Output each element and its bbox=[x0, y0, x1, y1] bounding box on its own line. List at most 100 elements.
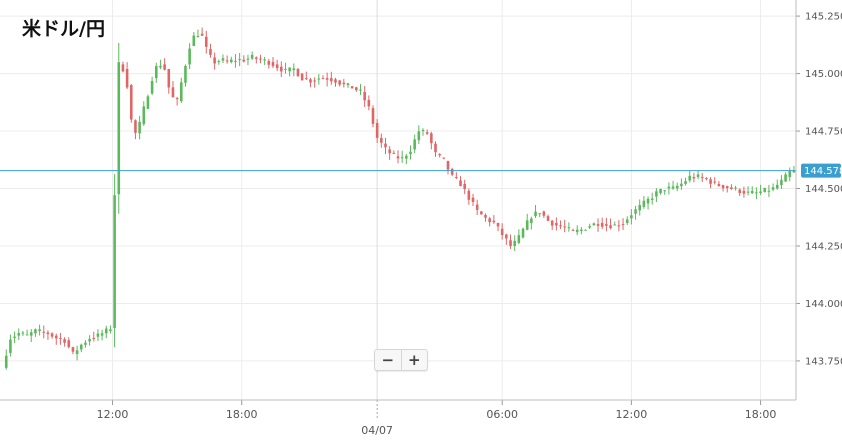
candle-body bbox=[267, 60, 271, 65]
candle-body bbox=[292, 68, 296, 71]
candle-body bbox=[450, 168, 454, 175]
candle-body bbox=[396, 156, 400, 159]
candle-body bbox=[617, 225, 621, 227]
y-tick-label: 145.000 bbox=[805, 69, 842, 80]
candle-body bbox=[350, 86, 354, 89]
candle-body bbox=[238, 59, 241, 61]
candle-body bbox=[54, 335, 58, 339]
candle-body bbox=[271, 62, 275, 67]
candle-body bbox=[705, 178, 708, 180]
candle-body bbox=[167, 68, 171, 88]
candle-body bbox=[680, 183, 683, 187]
candle-body bbox=[375, 122, 379, 138]
candle-body bbox=[29, 332, 33, 336]
candle-body bbox=[142, 106, 146, 125]
candle-body bbox=[588, 226, 591, 228]
candle-body bbox=[17, 333, 21, 336]
candle-body bbox=[100, 333, 104, 336]
candle-body bbox=[363, 91, 366, 101]
candle-body bbox=[159, 65, 162, 68]
candle-body bbox=[400, 157, 404, 159]
candle-body bbox=[613, 224, 617, 226]
candle-body bbox=[230, 59, 233, 63]
candle-body bbox=[209, 49, 212, 55]
zoom-in-button[interactable]: + bbox=[400, 350, 428, 370]
candle-body bbox=[325, 78, 329, 80]
last-price-label: 144.578 bbox=[804, 166, 842, 177]
candle-body bbox=[171, 87, 175, 98]
candle-body bbox=[475, 204, 479, 210]
candle-body bbox=[455, 177, 458, 179]
candle-body bbox=[530, 218, 533, 223]
last-price-tag-bg bbox=[801, 163, 841, 178]
candle-body bbox=[759, 191, 762, 194]
x-tick-label: 12:00 bbox=[97, 408, 129, 421]
last-price-tag: 144.578 bbox=[801, 163, 842, 178]
candle-body bbox=[296, 68, 300, 77]
candle-body bbox=[259, 58, 262, 60]
y-tick-label: 145.250 bbox=[805, 12, 842, 23]
candle-body bbox=[492, 220, 496, 223]
candle-body bbox=[567, 227, 571, 229]
candle-body bbox=[255, 57, 258, 59]
candle-body bbox=[75, 350, 79, 355]
candle-body bbox=[150, 81, 154, 94]
last-price-line: 144.578 bbox=[0, 163, 842, 178]
zoom-out-button[interactable]: − bbox=[375, 350, 401, 370]
date-label: 04/07 bbox=[361, 424, 393, 437]
candle-body bbox=[767, 190, 771, 192]
candle-body bbox=[734, 187, 737, 189]
candle-body bbox=[525, 220, 529, 230]
candle-body bbox=[284, 68, 287, 70]
zoom-controls: − + bbox=[374, 349, 428, 371]
candle-body bbox=[213, 57, 216, 64]
candle-body bbox=[9, 339, 12, 353]
candle-body bbox=[463, 183, 466, 190]
candle-body bbox=[42, 331, 46, 333]
candle-body bbox=[409, 151, 412, 155]
candle-body bbox=[21, 332, 25, 334]
candle-body bbox=[688, 175, 692, 181]
candle-body bbox=[784, 174, 787, 182]
candle-body bbox=[517, 235, 521, 243]
candle-body bbox=[129, 85, 133, 120]
candle-body bbox=[446, 160, 450, 170]
candle-body bbox=[380, 137, 383, 143]
candle-body bbox=[50, 333, 54, 337]
candle-body bbox=[355, 87, 358, 91]
candle-body bbox=[480, 211, 483, 215]
y-tick-label: 144.750 bbox=[805, 127, 842, 138]
candle-body bbox=[34, 329, 37, 334]
chart-title: 米ドル/円 bbox=[22, 18, 105, 40]
candle-body bbox=[780, 179, 783, 186]
candle-body bbox=[175, 98, 179, 100]
candle-body bbox=[696, 174, 700, 178]
candle-body bbox=[430, 133, 433, 144]
candle-body bbox=[609, 225, 612, 229]
candle-body bbox=[692, 177, 696, 179]
candle-body bbox=[596, 224, 600, 226]
y-tick-label: 143.750 bbox=[805, 356, 842, 367]
candle-body bbox=[300, 73, 304, 81]
candle-body bbox=[184, 65, 187, 83]
candle-body bbox=[775, 184, 779, 189]
candle-body bbox=[513, 240, 516, 246]
candle-body bbox=[663, 190, 667, 192]
candle-body bbox=[221, 58, 225, 61]
candle-body bbox=[163, 64, 166, 70]
candle-body bbox=[646, 198, 650, 204]
candle-body bbox=[459, 180, 462, 187]
x-tick-label: 06:00 bbox=[486, 408, 518, 421]
candle-body bbox=[542, 211, 546, 216]
candle-body bbox=[442, 157, 446, 159]
candle-body bbox=[367, 100, 371, 107]
candle-body bbox=[288, 67, 291, 72]
candle-body bbox=[750, 190, 754, 194]
candle-body bbox=[179, 82, 183, 102]
candle-body bbox=[709, 179, 712, 184]
candles bbox=[4, 27, 796, 370]
candle-body bbox=[605, 224, 608, 226]
candle-body bbox=[534, 211, 537, 217]
candle-body bbox=[405, 155, 408, 159]
